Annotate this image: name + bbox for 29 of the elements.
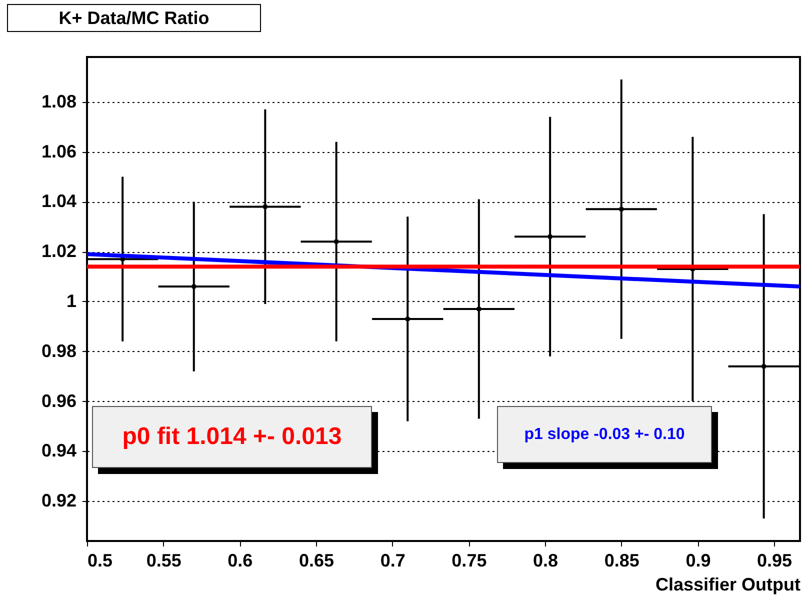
x-tick-label: 0.75: [452, 550, 487, 570]
x-tick-label: 0.65: [298, 550, 334, 570]
x-tick-label: 0.5: [88, 550, 113, 570]
chart-title: K+ Data/MC Ratio: [7, 4, 261, 32]
point: [406, 316, 410, 321]
point: [192, 284, 196, 289]
point: [762, 364, 766, 368]
x-tick-label: 0.6: [228, 550, 253, 570]
y-tick-label: 1: [66, 290, 76, 311]
y-tick-label: 1.06: [41, 141, 76, 162]
y-tick-label: 1.02: [41, 241, 76, 262]
y-tick-label: 1.04: [41, 191, 76, 212]
y-tick-label: 1.08: [41, 91, 76, 112]
y-tick-label: 0.96: [41, 390, 76, 411]
y-tick-label: 0.94: [41, 440, 76, 461]
point: [334, 240, 338, 244]
x-tick-label: 0.7: [380, 550, 406, 570]
point: [476, 306, 481, 311]
point: [548, 234, 552, 239]
x-tick-label: 0.95: [757, 550, 792, 570]
x-tick-label: 0.8: [533, 550, 558, 570]
point: [619, 207, 624, 212]
x-tick-label: 0.9: [686, 550, 711, 570]
point: [263, 204, 268, 209]
x-tick-label: 0.85: [604, 550, 640, 570]
x-axis-title: Classifier Output: [655, 574, 800, 594]
x-tick-label: 0.55: [146, 550, 182, 570]
y-tick-label: 0.98: [41, 340, 76, 361]
y-tick-label: 0.92: [41, 490, 76, 511]
